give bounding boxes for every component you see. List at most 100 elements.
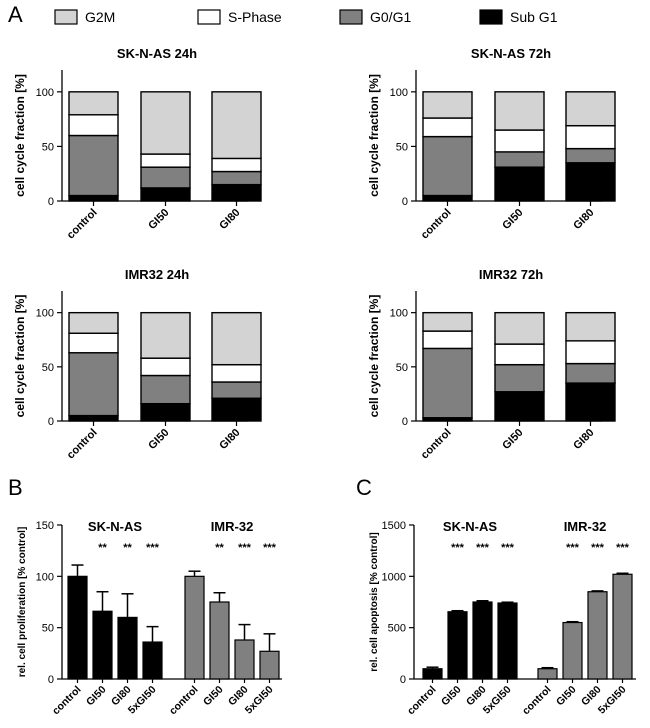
bar bbox=[92, 610, 113, 680]
x-tick-label: GI80 bbox=[217, 207, 242, 232]
y-tick-label: 1500 bbox=[382, 520, 406, 532]
legend: G2M S-Phase G0/G1 Sub G1 bbox=[54, 9, 558, 25]
bar-segment bbox=[140, 166, 191, 189]
significance-marker: *** bbox=[238, 542, 252, 554]
bar-segment bbox=[211, 397, 262, 422]
bar-segment bbox=[565, 311, 616, 342]
legend-label: G2M bbox=[85, 9, 115, 25]
significance-marker: *** bbox=[263, 542, 277, 554]
x-tick-label: control bbox=[167, 684, 201, 718]
chart-title: IMR32 24h bbox=[125, 267, 189, 282]
x-tick-label: control bbox=[419, 207, 454, 242]
bar-segment bbox=[494, 166, 545, 202]
bar-segment bbox=[565, 91, 616, 127]
y-tick-label: 50 bbox=[396, 362, 408, 374]
x-tick-label: 5xGI50 bbox=[126, 684, 159, 717]
bar-segment bbox=[140, 311, 191, 359]
bar-segment bbox=[140, 153, 191, 168]
stacked-chart: IMR32 72h cell cycle fraction [%] 0 50 100 co… bbox=[367, 267, 616, 461]
y-axis-label: cell cycle fraction [%] bbox=[367, 295, 381, 418]
bar-segment bbox=[422, 311, 473, 332]
x-tick-label: control bbox=[50, 684, 84, 718]
bar-segment bbox=[211, 363, 262, 383]
x-tick-label: 5xGI50 bbox=[481, 684, 514, 717]
bar-segment bbox=[68, 332, 119, 354]
x-tick-label: 5xGI50 bbox=[243, 684, 276, 717]
y-tick-label: 100 bbox=[36, 308, 54, 320]
x-tick-label: GI50 bbox=[146, 207, 171, 232]
bar-segment bbox=[211, 91, 262, 160]
bar-segment bbox=[422, 135, 473, 197]
bar-segment bbox=[565, 162, 616, 202]
significance-marker: *** bbox=[616, 542, 630, 554]
group-title: SK-N-AS bbox=[88, 519, 142, 534]
group-title: IMR-32 bbox=[211, 519, 254, 534]
significance-marker: *** bbox=[146, 542, 160, 554]
bar bbox=[447, 611, 468, 680]
bar-segment bbox=[565, 362, 616, 384]
bar-segment bbox=[68, 414, 119, 422]
bar bbox=[497, 602, 518, 680]
legend-swatch bbox=[479, 9, 503, 25]
x-tick-label: GI80 bbox=[217, 427, 242, 452]
bar bbox=[234, 639, 255, 680]
bar bbox=[537, 668, 558, 680]
legend-label: S-Phase bbox=[228, 9, 282, 25]
bar-segment bbox=[140, 91, 191, 155]
y-tick-label: 100 bbox=[390, 308, 408, 320]
y-axis-label: cell cycle fraction [%] bbox=[13, 295, 27, 418]
bar-segment bbox=[140, 357, 191, 377]
stacked-chart: SK-N-AS 72h cell cycle fraction [%] 0 50 100… bbox=[367, 46, 616, 242]
bar-segment bbox=[565, 382, 616, 422]
bar-segment bbox=[140, 402, 191, 422]
y-tick-label: 50 bbox=[42, 362, 54, 374]
legend-swatch bbox=[339, 9, 363, 25]
bar-segment bbox=[422, 347, 473, 419]
y-tick-label: 0 bbox=[48, 416, 54, 428]
y-tick-label: 150 bbox=[36, 520, 54, 532]
chart-title: IMR32 72h bbox=[479, 267, 543, 282]
errorbar-chart: rel. cell proliferation [% control] 0 50 10… bbox=[17, 519, 282, 717]
y-tick-label: 50 bbox=[42, 141, 54, 153]
bar-segment bbox=[140, 187, 191, 202]
bar-segment bbox=[211, 183, 262, 202]
bar-segment bbox=[211, 381, 262, 399]
bar bbox=[422, 668, 443, 680]
bar bbox=[209, 601, 230, 680]
y-tick-label: 0 bbox=[402, 196, 408, 208]
bar bbox=[142, 641, 163, 680]
chart-title: SK-N-AS 24h bbox=[117, 46, 197, 61]
x-tick-label: GI50 bbox=[500, 427, 525, 452]
y-tick-label: 100 bbox=[36, 87, 54, 99]
bar-segment bbox=[68, 114, 119, 137]
legend-swatch bbox=[54, 9, 78, 25]
bar-segment bbox=[494, 391, 545, 422]
x-tick-label: GI50 bbox=[84, 684, 109, 709]
y-tick-label: 500 bbox=[388, 623, 406, 635]
bar bbox=[259, 650, 280, 680]
bar bbox=[117, 616, 138, 680]
bar-segment bbox=[494, 363, 545, 393]
bar-segment bbox=[211, 157, 262, 173]
chart-title: SK-N-AS 72h bbox=[471, 46, 551, 61]
bar bbox=[472, 601, 493, 680]
bar-segment bbox=[565, 147, 616, 164]
bar bbox=[184, 575, 205, 680]
y-tick-label: 0 bbox=[402, 416, 408, 428]
bar-segment bbox=[68, 352, 119, 417]
panel-label-b: B bbox=[8, 475, 23, 500]
bar-segment bbox=[494, 343, 545, 366]
bar-segment bbox=[494, 91, 545, 131]
x-tick-label: control bbox=[65, 207, 100, 242]
significance-marker: *** bbox=[566, 542, 580, 554]
x-tick-label: GI50 bbox=[439, 684, 464, 709]
y-tick-label: 0 bbox=[48, 196, 54, 208]
x-tick-label: GI80 bbox=[571, 427, 596, 452]
bar bbox=[67, 575, 88, 680]
bar-segment bbox=[565, 124, 616, 150]
bar-segment bbox=[68, 194, 119, 202]
bar-segment bbox=[140, 374, 191, 405]
x-tick-label: GI50 bbox=[500, 207, 525, 232]
y-axis-label: rel. cell apoptosis [% control] bbox=[369, 532, 380, 671]
significance-marker: *** bbox=[451, 542, 465, 554]
